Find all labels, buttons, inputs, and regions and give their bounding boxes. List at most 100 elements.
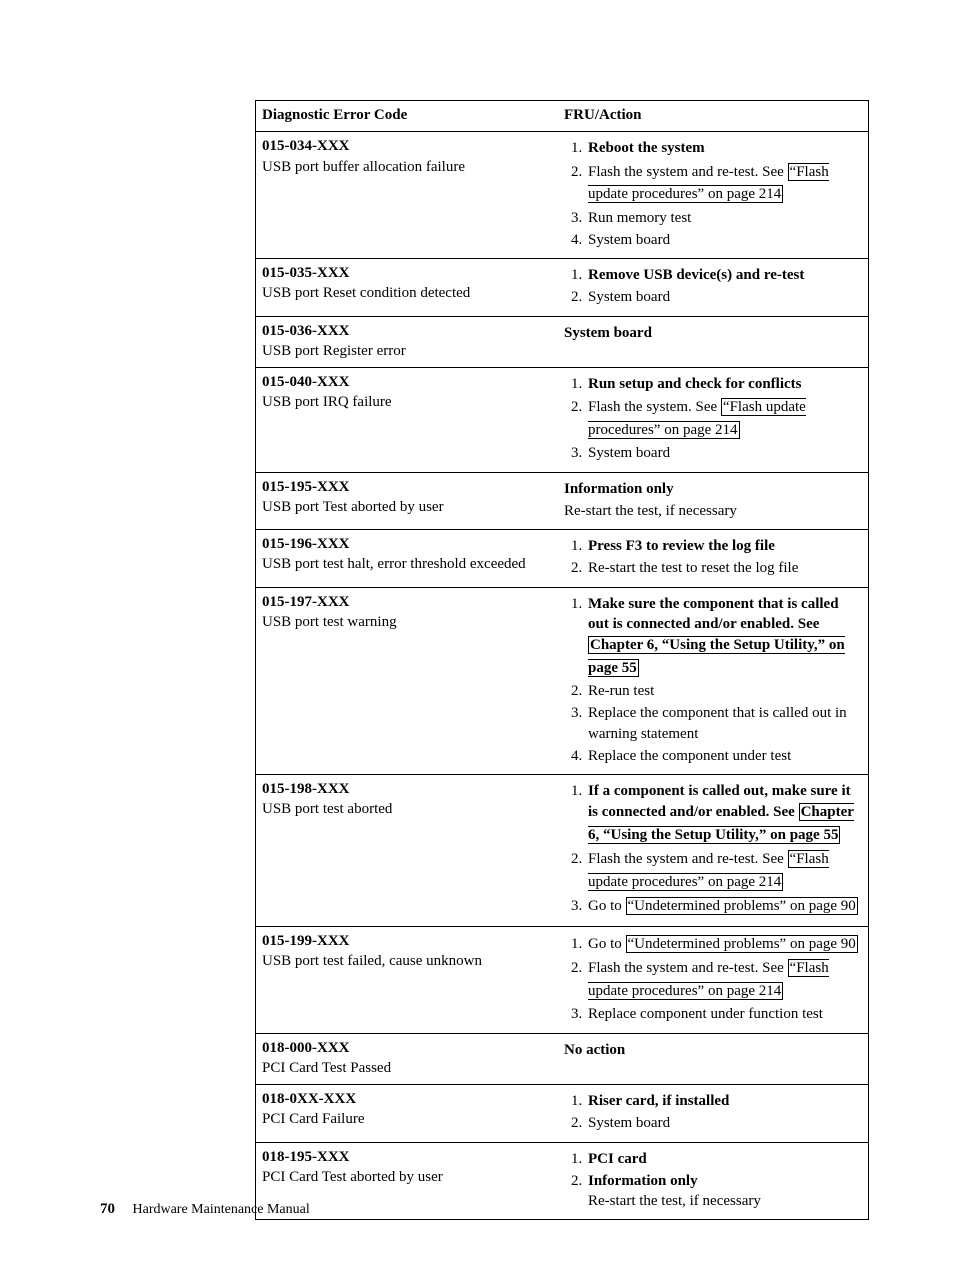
action-item-text: Run memory test — [588, 210, 691, 226]
error-code-table: Diagnostic Error Code FRU/Action 015-034… — [255, 100, 869, 1220]
action-item: Re-run test — [586, 681, 862, 701]
action-cell: Go to “Undetermined problems” on page 90… — [558, 926, 869, 1033]
error-code-cell: 015-036-XXXUSB port Register error — [256, 316, 559, 368]
error-code: 018-0XX-XXX — [262, 1089, 552, 1109]
error-code-cell: 015-198-XXXUSB port test aborted — [256, 775, 559, 927]
error-description: PCI Card Test aborted by user — [262, 1167, 552, 1187]
cross-reference-link[interactable]: “Flash update procedures” on page 214 — [588, 163, 829, 204]
action-item-text: Riser card, if installed — [588, 1093, 729, 1109]
error-description: PCI Card Test Passed — [262, 1058, 552, 1078]
action-list: Riser card, if installed System board — [564, 1091, 862, 1134]
error-code: 015-197-XXX — [262, 592, 552, 612]
action-item: Riser card, if installed — [586, 1091, 862, 1111]
error-code: 015-036-XXX — [262, 321, 552, 341]
cross-reference-link[interactable]: “Undetermined problems” on page 90 — [626, 897, 858, 915]
document-page: Diagnostic Error Code FRU/Action 015-034… — [0, 0, 954, 1270]
action-item: Replace component under function test — [586, 1004, 862, 1024]
action-item: Replace the component under test — [586, 746, 862, 766]
action-item-text: System board — [588, 232, 670, 248]
action-item: Flash the system and re-test. See “Flash… — [586, 957, 862, 1002]
error-code: 018-000-XXX — [262, 1038, 552, 1058]
action-item: Flash the system and re-test. See “Flash… — [586, 848, 862, 893]
action-item-text: If a component is called out, make sure … — [588, 783, 854, 844]
page-footer: 70 Hardware Maintenance Manual — [100, 1199, 310, 1220]
error-description: USB port Test aborted by user — [262, 497, 552, 517]
action-item-text: Remove USB device(s) and re-test — [588, 267, 804, 283]
error-description: USB port test halt, error threshold exce… — [262, 554, 552, 574]
action-cell: If a component is called out, make sure … — [558, 775, 869, 927]
action-item-text: Go to “Undetermined problems” on page 90 — [588, 935, 858, 953]
action-item-text: Press F3 to review the log file — [588, 538, 775, 554]
error-code-cell: 018-0XX-XXXPCI Card Failure — [256, 1085, 559, 1143]
action-item: Remove USB device(s) and re-test — [586, 265, 862, 285]
error-code: 018-195-XXX — [262, 1147, 552, 1167]
error-code-cell: 015-040-XXXUSB port IRQ failure — [256, 368, 559, 473]
action-item: Flash the system. See “Flash update proc… — [586, 396, 862, 441]
action-item: Information onlyRe-start the test, if ne… — [586, 1171, 862, 1212]
error-code: 015-034-XXX — [262, 136, 552, 156]
action-item-text: Replace the component under test — [588, 748, 791, 764]
cross-reference-link[interactable]: Chapter 6, “Using the Setup Utility,” on… — [588, 636, 845, 677]
action-list: Make sure the component that is called o… — [564, 594, 862, 767]
action-bold-text: No action — [564, 1040, 862, 1060]
cross-reference-link[interactable]: “Undetermined problems” on page 90 — [626, 935, 858, 953]
cross-reference-link[interactable]: “Flash update procedures” on page 214 — [588, 850, 829, 891]
action-item: Make sure the component that is called o… — [586, 594, 862, 680]
action-item-text: Flash the system and re-test. See “Flash… — [588, 850, 829, 891]
action-item-text: Flash the system and re-test. See “Flash… — [588, 959, 829, 1000]
action-item-text: Flash the system and re-test. See “Flash… — [588, 163, 829, 204]
error-description: USB port test warning — [262, 612, 552, 632]
action-item-text: PCI card — [588, 1151, 647, 1167]
action-item-text: Reboot the system — [588, 140, 705, 156]
action-item-text: Go to “Undetermined problems” on page 90 — [588, 897, 858, 915]
action-cell: System board — [558, 316, 869, 368]
col-header-action: FRU/Action — [558, 101, 869, 132]
col-header-code: Diagnostic Error Code — [256, 101, 559, 132]
error-description: USB port test aborted — [262, 799, 552, 819]
action-cell: Run setup and check for conflictsFlash t… — [558, 368, 869, 473]
error-code: 015-195-XXX — [262, 477, 552, 497]
page-number: 70 — [100, 1201, 115, 1217]
action-item: System board — [586, 443, 862, 463]
action-item-text: Replace the component that is called out… — [588, 705, 847, 741]
action-list: Reboot the system Flash the system and re… — [564, 138, 862, 250]
cross-reference-link[interactable]: “Flash update procedures” on page 214 — [588, 398, 806, 439]
table-row: 015-036-XXXUSB port Register errorSystem… — [256, 316, 869, 368]
error-code-cell: 015-034-XXXUSB port buffer allocation fa… — [256, 132, 559, 259]
action-cell: No action — [558, 1033, 869, 1085]
error-description: USB port Register error — [262, 341, 552, 361]
action-bold-text: Information only — [564, 479, 862, 499]
action-item-text: System board — [588, 445, 670, 461]
table-row: 018-195-XXXPCI Card Test aborted by user… — [256, 1142, 869, 1220]
action-item-text: Information only — [588, 1173, 698, 1189]
action-cell: Remove USB device(s) and re-testSystem b… — [558, 259, 869, 317]
action-list: If a component is called out, make sure … — [564, 781, 862, 918]
error-code-cell: 015-035-XXXUSB port Reset condition dete… — [256, 259, 559, 317]
action-cell: Press F3 to review the log fileRe-start … — [558, 530, 869, 588]
action-item: Flash the system and re-test. See “Flash… — [586, 161, 862, 206]
table-row: 015-195-XXXUSB port Test aborted by user… — [256, 472, 869, 530]
error-description: USB port test failed, cause unknown — [262, 951, 552, 971]
action-item: Go to “Undetermined problems” on page 90 — [586, 933, 862, 956]
action-item: Go to “Undetermined problems” on page 90 — [586, 895, 862, 918]
error-description: USB port buffer allocation failure — [262, 157, 552, 177]
action-cell: Information onlyRe-start the test, if ne… — [558, 472, 869, 530]
action-cell: Riser card, if installed System board — [558, 1085, 869, 1143]
action-item-text: Replace component under function test — [588, 1006, 823, 1022]
action-item: Run memory test — [586, 208, 862, 228]
cross-reference-link[interactable]: Chapter 6, “Using the Setup Utility,” on… — [588, 803, 854, 844]
table-row: 015-196-XXXUSB port test halt, error thr… — [256, 530, 869, 588]
action-item: System board — [586, 230, 862, 250]
error-code-cell: 015-199-XXXUSB port test failed, cause u… — [256, 926, 559, 1033]
error-code-cell: 015-197-XXXUSB port test warning — [256, 587, 559, 775]
table-row: 015-199-XXXUSB port test failed, cause u… — [256, 926, 869, 1033]
action-cell: Make sure the component that is called o… — [558, 587, 869, 775]
error-code-cell: 015-196-XXXUSB port test halt, error thr… — [256, 530, 559, 588]
action-bold-text: System board — [564, 323, 862, 343]
action-list: Run setup and check for conflictsFlash t… — [564, 374, 862, 464]
table-header-row: Diagnostic Error Code FRU/Action — [256, 101, 869, 132]
action-item: System board — [586, 1113, 862, 1133]
error-code-cell: 015-195-XXXUSB port Test aborted by user — [256, 472, 559, 530]
cross-reference-link[interactable]: “Flash update procedures” on page 214 — [588, 959, 829, 1000]
action-item-text: System board — [588, 1115, 670, 1131]
